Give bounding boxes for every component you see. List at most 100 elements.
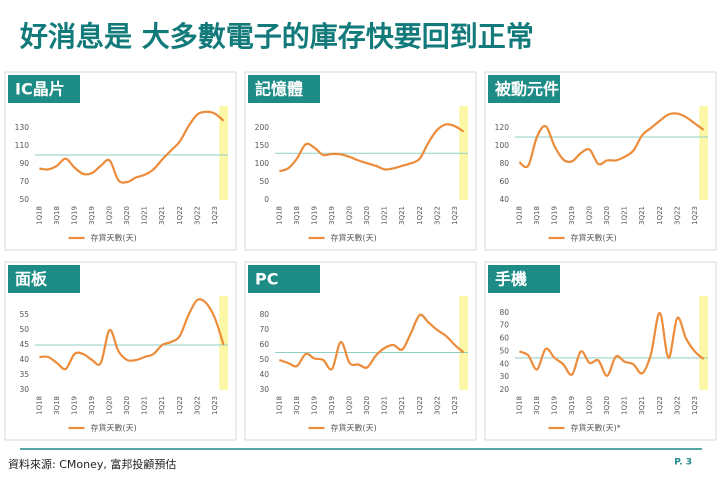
- x-tick-label: 1Q19: [550, 396, 558, 415]
- x-tick-label: 1Q21: [621, 206, 629, 225]
- panel-title: PC: [255, 270, 278, 289]
- x-tick-label: 1Q21: [141, 396, 149, 415]
- data-line: [518, 311, 705, 377]
- x-tick-label: 3Q20: [363, 396, 371, 415]
- x-tick-label: 1Q18: [275, 396, 283, 415]
- x-tick-label: 3Q18: [53, 206, 61, 225]
- y-tick-label: 50: [19, 195, 29, 204]
- panel-title: 手機: [495, 270, 527, 289]
- y-tick-label: 40: [499, 359, 509, 368]
- y-tick-label: 50: [259, 355, 269, 364]
- chart-panel: IC晶片 50 70 90 110 130 1Q18 3Q18 1Q19 3Q19 1Q20 3Q20…: [4, 71, 237, 251]
- x-tick-label: 1Q23: [451, 396, 459, 415]
- chart-panel: PC 30 40 50 60 70 80 1Q18 3Q18 1Q19 3Q19 1Q20 3Q20 1Q…: [244, 261, 477, 441]
- y-tick-label: 80: [499, 159, 509, 168]
- x-tick-label: 1Q18: [275, 206, 283, 225]
- x-tick-label: 1Q22: [416, 206, 424, 225]
- x-tick-label: 3Q22: [193, 206, 201, 225]
- x-tick-label: 1Q22: [416, 396, 424, 415]
- y-tick-label: 150: [255, 141, 270, 150]
- data-line: [518, 112, 705, 169]
- chart-panel: 記憶體 0 50 100 150 200 1Q18 3Q18 1Q19 3Q19 1Q20 3Q20 1…: [244, 71, 477, 251]
- y-tick-label: 45: [19, 340, 29, 349]
- y-tick-label: 130: [15, 123, 30, 132]
- x-tick-label: 3Q18: [53, 396, 61, 415]
- x-tick-label: 3Q19: [88, 396, 96, 415]
- x-tick-label: 3Q20: [603, 206, 611, 225]
- x-tick-label: 3Q20: [603, 396, 611, 415]
- x-tick-label: 1Q18: [515, 396, 523, 415]
- source-note: 資料來源: CMoney, 富邦投顧預估: [8, 457, 176, 471]
- y-tick-label: 110: [15, 141, 30, 150]
- y-tick-label: 55: [19, 310, 29, 319]
- y-tick-label: 60: [499, 177, 509, 186]
- slide-title: 好消息是 大多數電子的庫存快要回到正常: [19, 20, 534, 53]
- x-tick-label: 3Q21: [158, 206, 166, 225]
- panel-badge: [248, 75, 320, 103]
- x-tick-label: 3Q18: [293, 206, 301, 225]
- y-tick-label: 50: [259, 177, 269, 186]
- data-line: [279, 123, 465, 173]
- x-tick-label: 3Q19: [568, 396, 576, 415]
- x-tick-label: 1Q22: [656, 206, 664, 225]
- x-tick-label: 3Q19: [328, 206, 336, 225]
- x-tick-label: 1Q19: [310, 396, 318, 415]
- y-tick-label: 30: [259, 385, 269, 394]
- x-tick-label: 1Q19: [550, 206, 558, 225]
- forecast-highlight: [219, 106, 228, 200]
- x-tick-label: 1Q20: [346, 396, 354, 415]
- y-tick-label: 50: [499, 346, 509, 355]
- panel-badge: [488, 75, 560, 103]
- x-tick-label: 1Q23: [691, 396, 699, 415]
- y-tick-label: 40: [259, 370, 269, 379]
- legend-label: 存貨天數(天): [331, 233, 377, 243]
- y-tick-label: 200: [255, 123, 270, 132]
- x-tick-label: 3Q20: [123, 396, 131, 415]
- chart-panel: 面板 30 35 40 45 50 55 1Q18 3Q18 1Q19 3Q19 1Q20 3Q20 1Q…: [4, 261, 237, 441]
- y-tick-label: 90: [19, 159, 29, 168]
- panel-badge: [8, 265, 80, 293]
- y-tick-label: 70: [19, 177, 29, 186]
- x-tick-label: 3Q22: [433, 396, 441, 415]
- chart-panel: 手機 20 30 40 50 60 70 80 1Q18 3Q18 1Q19 3Q19 1Q20 3Q20…: [484, 261, 717, 441]
- x-tick-label: 3Q19: [328, 396, 336, 415]
- x-tick-label: 3Q22: [193, 396, 201, 415]
- y-tick-label: 60: [499, 334, 509, 343]
- x-tick-label: 1Q18: [35, 396, 43, 415]
- panel-title: IC晶片: [15, 80, 65, 99]
- x-tick-label: 1Q20: [106, 206, 114, 225]
- y-tick-label: 80: [499, 308, 509, 317]
- panel-badge: [248, 265, 320, 293]
- y-tick-label: 70: [259, 325, 269, 334]
- x-tick-label: 1Q19: [70, 206, 78, 225]
- x-tick-label: 1Q22: [176, 206, 184, 225]
- legend-label: 存貨天數(天): [91, 423, 137, 433]
- forecast-highlight: [699, 296, 708, 390]
- x-tick-label: 1Q23: [451, 206, 459, 225]
- panel-title: 面板: [15, 270, 48, 289]
- x-tick-label: 1Q23: [691, 206, 699, 225]
- x-tick-label: 3Q18: [293, 396, 301, 415]
- x-tick-label: 3Q20: [363, 206, 371, 225]
- chart-panel: 被動元件 40 60 80 100 120 1Q18 3Q18 1Q19 3Q19 1Q20 3Q20…: [484, 71, 717, 251]
- x-tick-label: 3Q19: [568, 206, 576, 225]
- x-tick-label: 1Q20: [586, 396, 594, 415]
- x-tick-label: 3Q21: [158, 396, 166, 415]
- y-tick-label: 50: [19, 325, 29, 334]
- y-tick-label: 20: [499, 385, 509, 394]
- panel-title: 記憶體: [255, 80, 303, 99]
- x-tick-label: 3Q21: [398, 396, 406, 415]
- y-tick-label: 35: [19, 370, 29, 379]
- x-tick-label: 1Q20: [586, 206, 594, 225]
- x-tick-label: 1Q23: [211, 206, 219, 225]
- x-tick-label: 3Q22: [673, 396, 681, 415]
- y-tick-label: 70: [499, 321, 509, 330]
- data-line: [39, 110, 225, 184]
- y-tick-label: 100: [255, 159, 270, 168]
- data-line: [279, 313, 465, 371]
- x-tick-label: 3Q19: [88, 206, 96, 225]
- legend-label: 存貨天數(天): [571, 233, 617, 243]
- x-tick-label: 3Q21: [398, 206, 406, 225]
